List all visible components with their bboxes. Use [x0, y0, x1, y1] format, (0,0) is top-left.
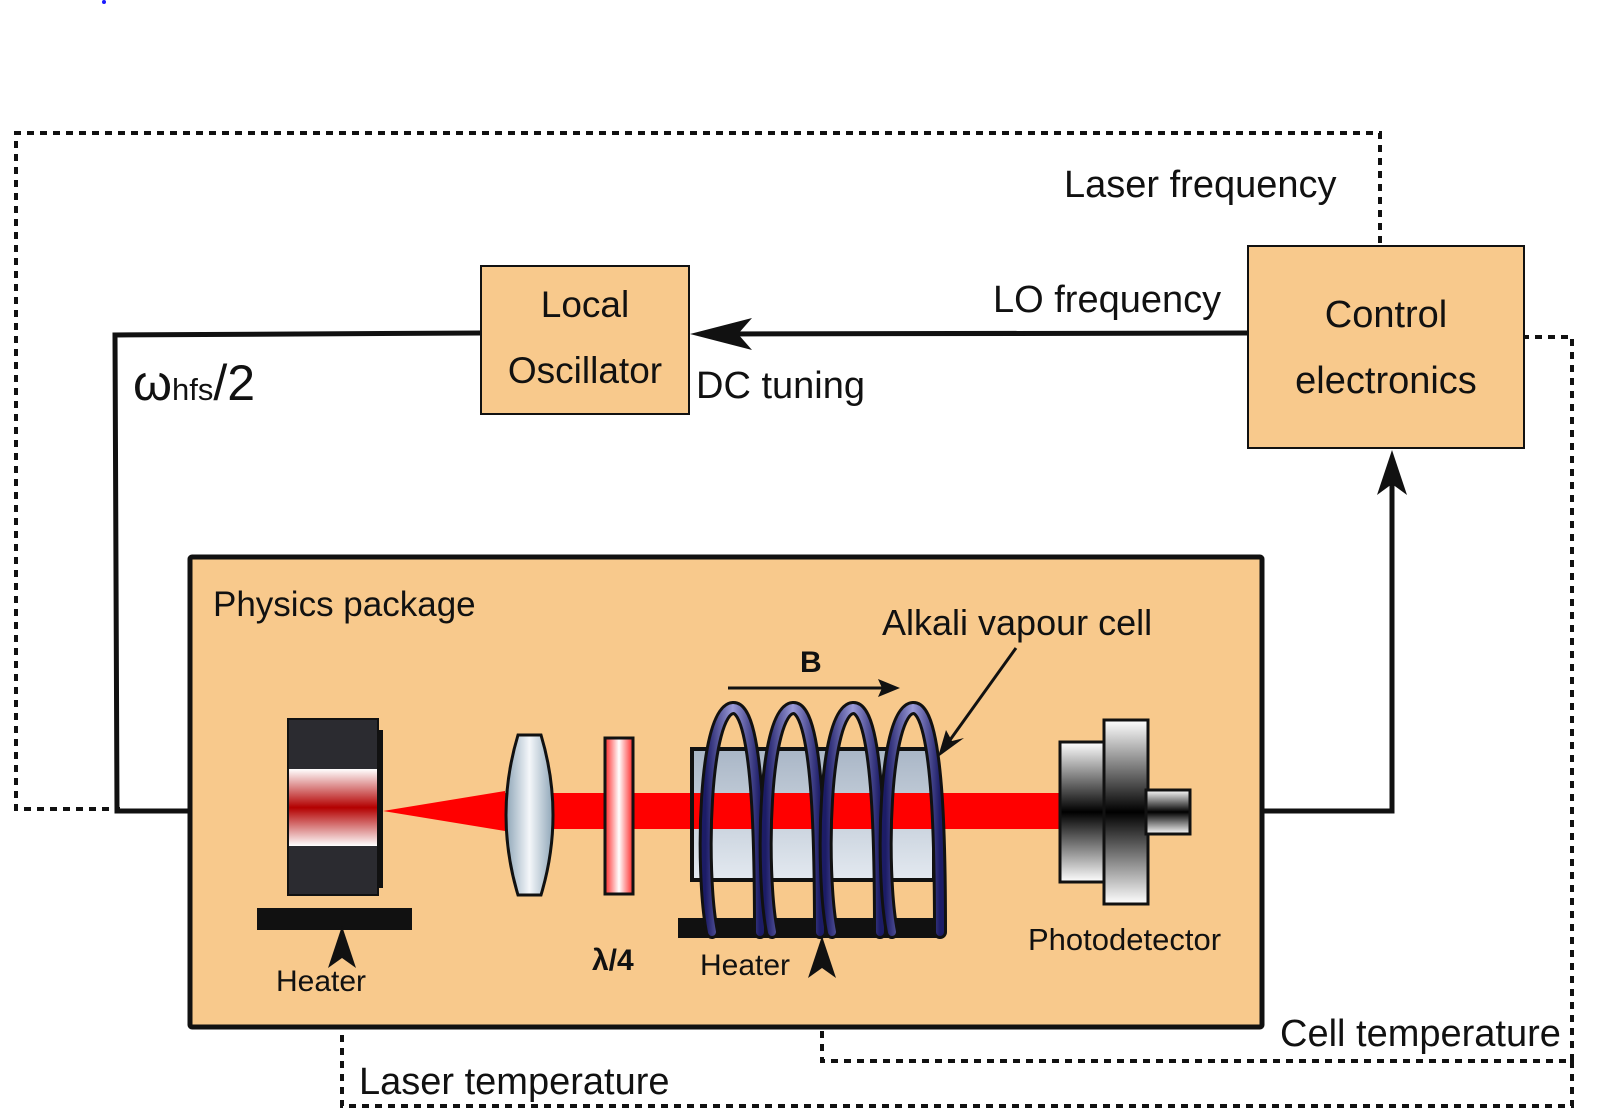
cell-heater-label: Heater — [700, 949, 790, 982]
laser-frequency-label: Laser frequency — [1064, 164, 1337, 206]
photodetector — [1058, 718, 1192, 906]
omega-subscript: hfs — [172, 372, 213, 407]
local-oscillator-line2: Oscillator — [508, 350, 662, 391]
magnetic-coil — [698, 701, 947, 939]
alkali-cell-label: Alkali vapour cell — [882, 602, 1152, 643]
lens — [504, 733, 555, 897]
dc-tuning-label: DC tuning — [696, 365, 865, 407]
physics-package-title: Physics package — [213, 585, 476, 624]
laser-temperature-arrowhead — [328, 926, 356, 968]
b-field-arrowhead — [878, 679, 900, 697]
lo-frequency-label: LO frequency — [993, 279, 1221, 321]
lo-frequency-arrowhead — [690, 318, 752, 350]
omega-tail: /2 — [213, 355, 255, 411]
laser-temperature-label: Laser temperature — [359, 1061, 670, 1103]
omega-hfs-label: ωhfs/2 — [133, 355, 255, 411]
control-electronics-box — [1247, 245, 1525, 449]
cell-temperature-arrowhead — [808, 936, 836, 978]
lo-frequency-line — [719, 330, 1249, 337]
laser-heater-plate — [257, 908, 412, 930]
laser-diode — [287, 718, 383, 896]
control-input-arrowhead — [1377, 450, 1407, 495]
laser-frequency-loop — [14, 131, 1382, 811]
cell-pointer-arrowhead — [938, 730, 964, 757]
cell-pointer-line — [948, 647, 1018, 741]
omega-symbol: ω — [133, 355, 172, 411]
laser-beam-diverging — [383, 791, 505, 831]
photodetector-label: Photodetector — [1028, 922, 1221, 957]
cell-temperature-label: Cell temperature — [1280, 1013, 1561, 1055]
laser-heater-label: Heater — [276, 965, 366, 998]
stray-dot — [102, 0, 106, 4]
control-electronics-line1: Control — [1325, 294, 1448, 336]
control-electronics-line2: electronics — [1295, 360, 1477, 402]
waveplate-label: λ/4 — [592, 944, 634, 977]
local-oscillator-line1: Local — [541, 284, 629, 325]
b-field-label: B — [800, 646, 822, 679]
quarter-wave-plate — [603, 736, 635, 896]
local-oscillator-box — [480, 265, 690, 415]
